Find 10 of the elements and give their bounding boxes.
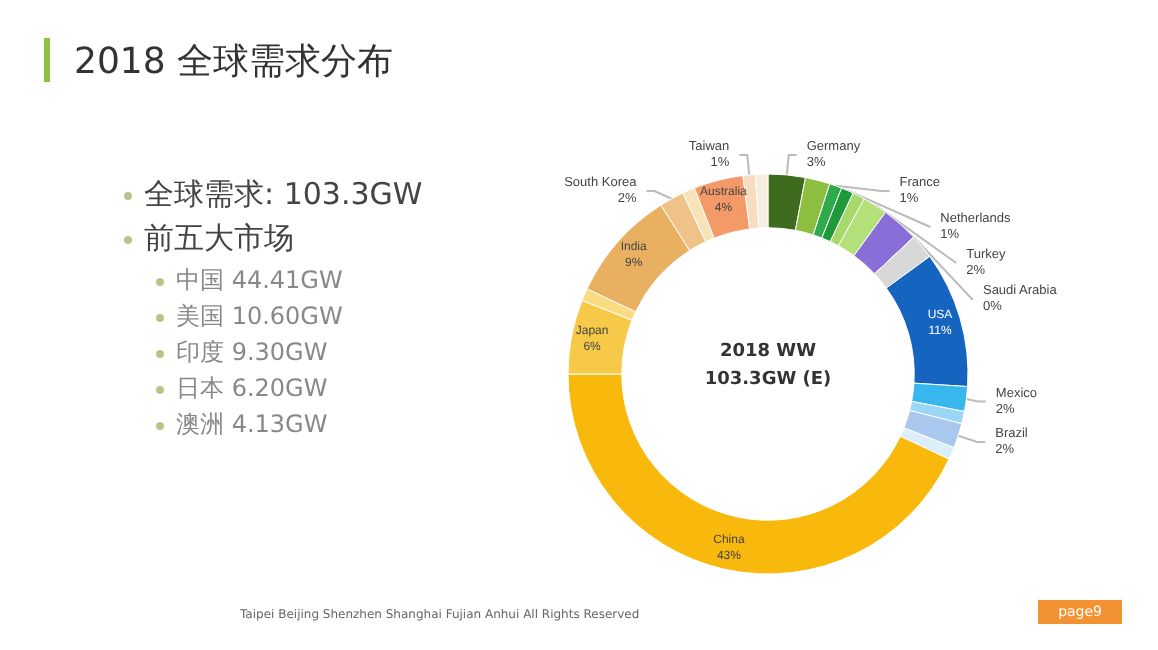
text: 全球需求: 103.3GW	[144, 176, 423, 214]
text: 前五大市场	[144, 220, 294, 258]
text: 美国 10.60GW	[176, 300, 343, 334]
text: 日本 6.20GW	[176, 372, 328, 406]
text: 2018 全球需求分布	[74, 41, 394, 83]
text: 103.3GW (E)	[704, 370, 832, 390]
text: 澳洲 4.13GW	[176, 408, 328, 442]
text: 印度 9.30GW	[176, 336, 328, 370]
text: 2018 WW	[719, 342, 817, 362]
text: 中国 44.41GW	[176, 264, 343, 298]
